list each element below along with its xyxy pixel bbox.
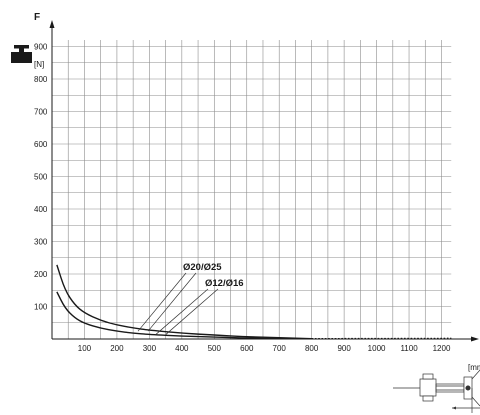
callout-leader — [155, 288, 209, 335]
x-tick-label: 100 — [78, 344, 92, 353]
series-callout-label: Ø20/Ø25 — [183, 262, 222, 273]
callout-leader — [147, 272, 197, 332]
x-tick-label: 900 — [337, 344, 351, 353]
x-tick-label: 1200 — [433, 344, 451, 353]
x-tick-label: 1100 — [400, 344, 418, 353]
y-tick-label: 400 — [34, 205, 48, 214]
y-tick-label: 700 — [34, 108, 48, 117]
x-tick-label: 200 — [110, 344, 124, 353]
y-tick-label: 200 — [34, 270, 48, 279]
y-unit-label: [N] — [34, 60, 44, 69]
series-callout-label: Ø12/Ø16 — [205, 278, 244, 289]
mechanism-icon — [393, 369, 480, 413]
x-tick-label: 800 — [305, 344, 319, 353]
callout-leader — [165, 288, 219, 335]
y-tick-label: 800 — [34, 75, 48, 84]
y-axis-arrow — [49, 20, 55, 28]
force-icon — [11, 45, 32, 63]
y-tick-label: 100 — [34, 303, 48, 312]
y-tick-label: 500 — [34, 173, 48, 182]
x-axis-arrow — [471, 336, 479, 342]
series-line-1 — [56, 264, 312, 340]
annotation-layer: Ø20/Ø25 Ø12/Ø16 — [137, 262, 244, 335]
series-layer — [56, 264, 452, 340]
x-tick-label: 400 — [175, 344, 189, 353]
grid — [52, 40, 452, 339]
y-tick-label: 600 — [34, 140, 48, 149]
x-unit-label: [mm] — [468, 363, 480, 372]
x-tick-label: 600 — [240, 344, 254, 353]
y-tick-label: 300 — [34, 238, 48, 247]
tick-labels: 100 200 300 400 500 600 700 800 900 1000 1100 1200 1… — [34, 43, 451, 354]
x-tick-label: 700 — [273, 344, 287, 353]
series-line-2 — [56, 291, 312, 340]
y-axis-label: F — [34, 12, 40, 23]
x-tick-label: 1000 — [368, 344, 386, 353]
x-tick-label: 300 — [143, 344, 157, 353]
x-tick-label: 500 — [208, 344, 222, 353]
callout-leader — [137, 272, 187, 332]
y-tick-label: 900 — [34, 43, 48, 52]
